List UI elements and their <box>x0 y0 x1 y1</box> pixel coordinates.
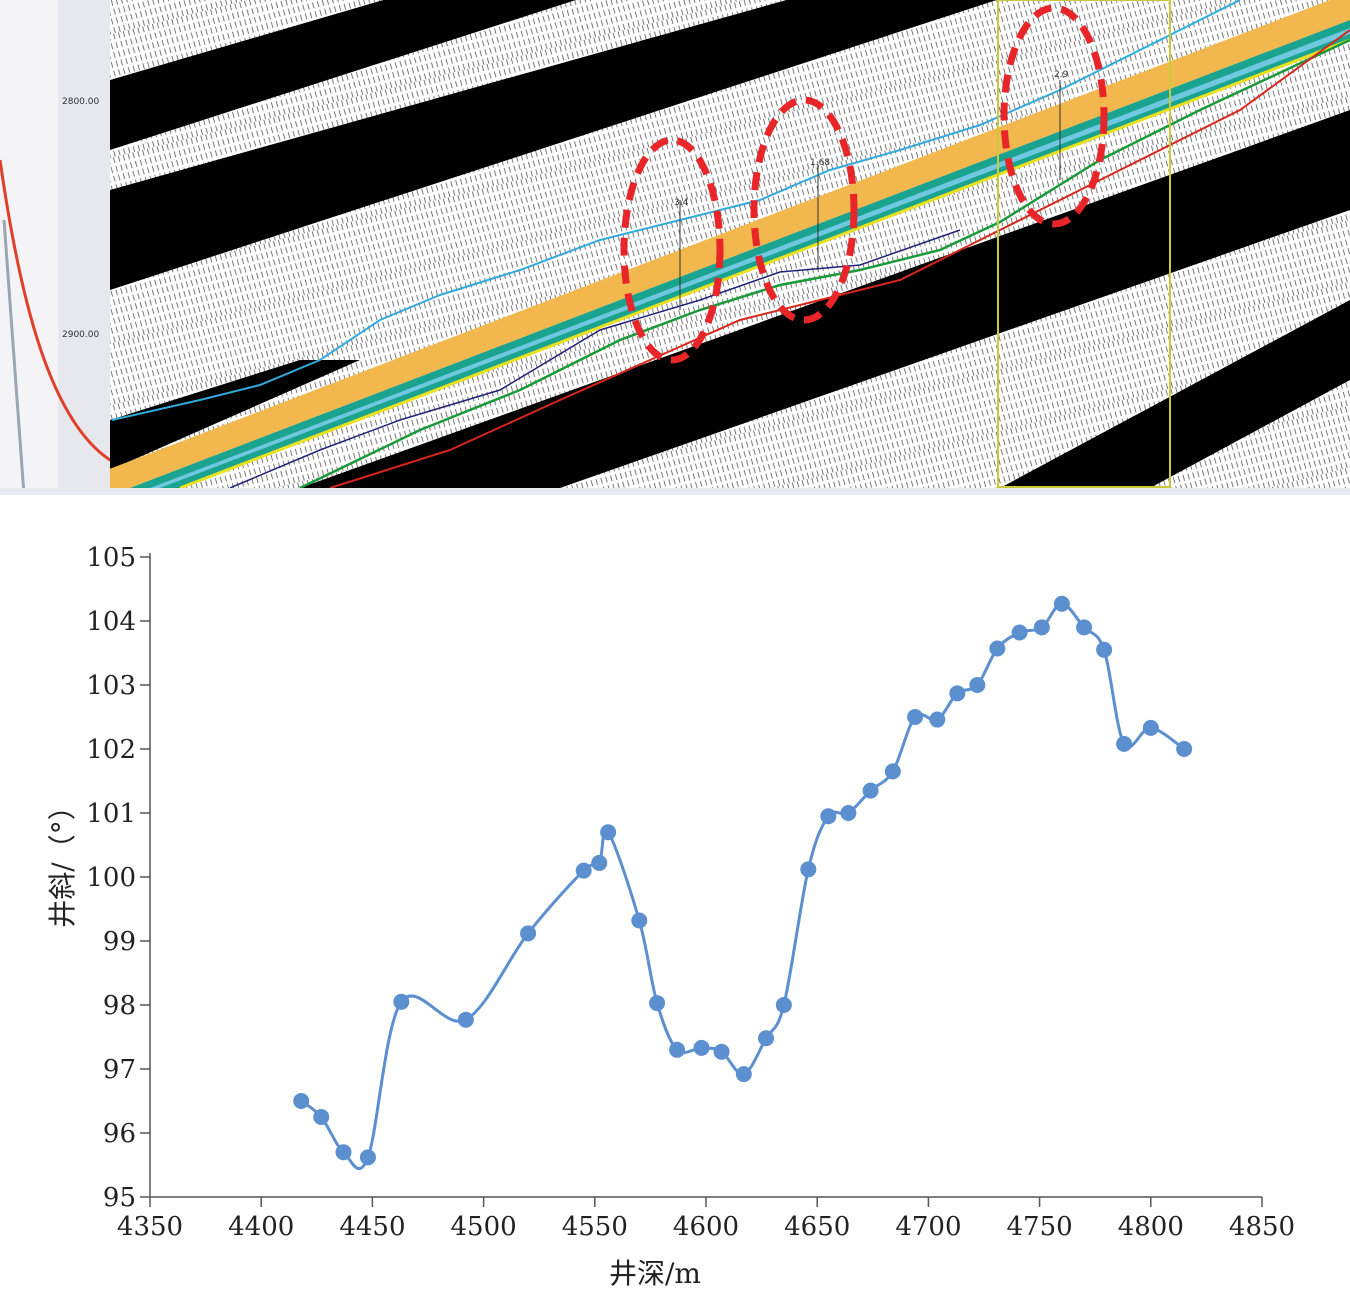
x-tick-label: 4350 <box>117 1212 183 1242</box>
data-point <box>1142 719 1159 736</box>
data-point <box>649 995 666 1012</box>
y-tick-label: 104 <box>86 607 136 637</box>
data-point <box>520 925 537 942</box>
series-line <box>300 602 1186 1170</box>
data-point <box>758 1030 775 1047</box>
highlight-window <box>997 0 1171 488</box>
data-point <box>313 1109 330 1125</box>
data-point <box>359 1149 376 1166</box>
data-point <box>969 677 986 693</box>
x-tick-label: 4500 <box>451 1212 517 1242</box>
green-log-curve <box>299 38 1350 488</box>
data-point <box>1116 735 1133 752</box>
data-point <box>1053 595 1070 612</box>
y-axis-title: 井斜/（°） <box>46 792 79 927</box>
y-tick-label: 96 <box>103 1119 136 1149</box>
navy-log-curve <box>229 229 961 488</box>
y-tick-label: 100 <box>86 863 136 893</box>
seismic-band-4 <box>1000 300 1350 488</box>
log-track-divider <box>58 0 110 495</box>
data-point <box>335 1144 352 1161</box>
log-curve-gray <box>2 219 26 495</box>
data-point <box>1011 624 1028 641</box>
y-tick-label: 101 <box>86 799 136 829</box>
data-point <box>949 685 966 702</box>
data-point <box>800 861 817 878</box>
y-tick-label: 102 <box>86 735 136 765</box>
data-point <box>929 711 946 728</box>
data-point <box>840 805 857 821</box>
data-point <box>1176 741 1193 757</box>
seismic-band-1 <box>110 0 576 150</box>
marker-label-1: 3.4 <box>674 198 689 208</box>
data-point <box>713 1043 730 1060</box>
marker-label-3: 2.9 <box>1054 70 1069 80</box>
data-point <box>631 912 648 929</box>
data-point <box>669 1041 686 1058</box>
x-tick-label: 4650 <box>784 1212 850 1242</box>
depth-label-2900: 2900.00 <box>62 330 99 340</box>
data-point <box>293 1093 310 1109</box>
x-tick-label: 4850 <box>1229 1212 1295 1242</box>
x-tick-label: 4550 <box>562 1212 628 1242</box>
x-tick-label: 4750 <box>1007 1212 1073 1242</box>
data-point <box>591 854 608 871</box>
y-tick-label: 97 <box>103 1055 136 1085</box>
data-point <box>600 824 617 841</box>
data-point <box>862 782 879 799</box>
seismic-section: 2800.00 2900.00 3.4 1.68 2.9 <box>0 0 1350 495</box>
light-blue-layer <box>150 28 1350 488</box>
highlight-ellipse-2 <box>750 96 858 324</box>
highlight-ellipse-3 <box>1000 4 1108 228</box>
data-point <box>457 1011 474 1028</box>
cyan-log-curve <box>111 0 1241 421</box>
data-point <box>884 763 901 780</box>
x-axis-ticks: 4350 4400 4450 4500 4550 4600 4650 4700 4750 4800… <box>117 1197 1295 1242</box>
data-point <box>735 1066 752 1083</box>
data-point <box>989 640 1006 657</box>
data-point <box>907 709 924 725</box>
y-tick-label: 98 <box>103 991 136 1021</box>
y-axis-ticks: 95 96 97 98 99 100 101 102 103 104 105 <box>86 543 150 1213</box>
data-point <box>693 1039 710 1056</box>
seismic-band-2 <box>110 0 997 290</box>
y-tick-label: 103 <box>86 671 136 701</box>
data-point <box>1096 641 1113 658</box>
y-tick-label: 99 <box>103 927 136 957</box>
x-tick-label: 4400 <box>228 1212 294 1242</box>
data-point <box>1033 619 1050 636</box>
x-axis-title: 井深/m <box>609 1257 701 1290</box>
teal-layer <box>130 20 1350 488</box>
x-tick-label: 4700 <box>895 1212 961 1242</box>
yellow-line <box>179 38 1350 488</box>
seismic-band-5 <box>110 360 360 470</box>
data-point <box>820 808 837 825</box>
x-tick-label: 4800 <box>1118 1212 1184 1242</box>
y-tick-label: 105 <box>86 543 136 573</box>
data-point <box>575 862 592 879</box>
y-tick-label: 95 <box>103 1183 136 1213</box>
data-point <box>775 997 792 1013</box>
depth-label-2800: 2800.00 <box>62 97 99 107</box>
inclination-chart: 95 96 97 98 99 100 101 102 103 104 105 4350 4400 445… <box>46 543 1295 1290</box>
series-points <box>293 595 1193 1166</box>
red-log-curve <box>329 29 1350 488</box>
x-tick-label: 4450 <box>339 1212 405 1242</box>
highlight-ellipse-1 <box>620 136 724 364</box>
reservoir-layer <box>110 0 1350 488</box>
data-point <box>393 993 410 1010</box>
data-point <box>1076 619 1093 636</box>
x-tick-label: 4600 <box>673 1212 739 1242</box>
section-bottom-border <box>0 488 1350 495</box>
marker-label-2: 1.68 <box>810 158 830 168</box>
chart-axes <box>149 553 1262 1198</box>
